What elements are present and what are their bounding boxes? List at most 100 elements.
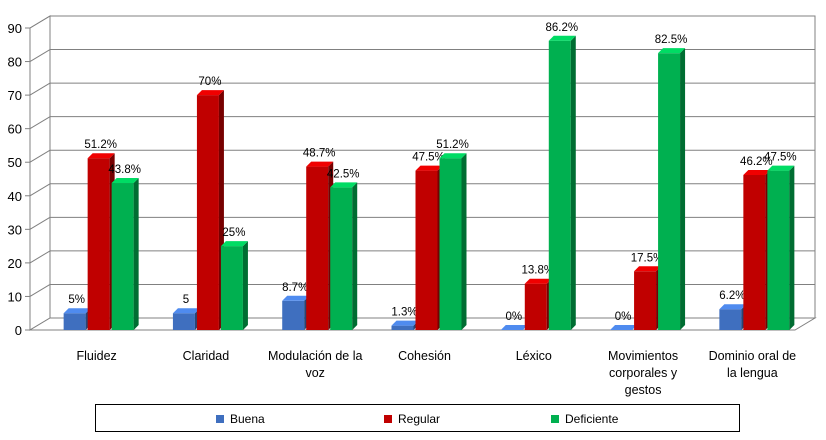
bar-top xyxy=(282,295,310,301)
bar-side xyxy=(789,165,795,330)
y-tick-label: 20 xyxy=(8,256,22,271)
bar xyxy=(743,174,766,330)
data-label: 51.2% xyxy=(436,139,469,151)
bar xyxy=(196,95,219,330)
data-label: 82.5% xyxy=(655,34,688,46)
bar xyxy=(306,166,329,330)
legend-item: Regular xyxy=(384,412,440,426)
bar-side xyxy=(133,178,139,330)
y-tick-label: 30 xyxy=(8,222,22,237)
x-category-label: Cohesión xyxy=(398,349,451,363)
gridline-side xyxy=(29,149,51,163)
bar-top xyxy=(658,48,686,54)
bar-top xyxy=(196,90,224,96)
gridline-side xyxy=(29,49,51,62)
y-tick-label: 70 xyxy=(8,88,22,103)
bar-top xyxy=(767,165,795,171)
x-category-label: Claridad xyxy=(182,349,230,363)
bar xyxy=(439,158,462,330)
bar-top xyxy=(610,325,638,330)
x-category-label: Movimientos corporales y gestos xyxy=(607,349,679,397)
data-label: 48.7% xyxy=(303,148,336,160)
bar xyxy=(330,187,353,330)
data-label: 47.5% xyxy=(412,152,445,164)
y-tick-label: 80 xyxy=(8,55,22,70)
bar xyxy=(767,170,790,330)
bar-top xyxy=(719,304,747,310)
bar xyxy=(87,158,110,330)
data-label: 0% xyxy=(505,311,522,323)
side-wall xyxy=(29,15,51,331)
legend-item: Deficiente xyxy=(551,412,618,426)
bar xyxy=(111,183,134,330)
data-label: 5% xyxy=(68,294,85,306)
bar-top xyxy=(415,165,443,171)
bar-top xyxy=(306,161,334,167)
bar xyxy=(172,313,195,330)
legend-label: Buena xyxy=(230,412,265,426)
data-label: 5 xyxy=(183,294,189,306)
gridline-side xyxy=(29,82,51,96)
legend: Buena Regular Deficiente xyxy=(95,404,740,432)
legend-swatch xyxy=(216,415,224,423)
x-category-label: Dominio oral de la lengua xyxy=(708,349,797,380)
data-label: 42.5% xyxy=(327,168,360,180)
bar-side xyxy=(570,35,576,331)
bar xyxy=(220,246,243,330)
y-tick-label: 90 xyxy=(8,21,22,36)
bar-top xyxy=(111,178,139,184)
bar-top xyxy=(63,308,91,314)
bar xyxy=(524,283,547,330)
x-category-label: Léxico xyxy=(515,349,552,363)
data-label: 47.5% xyxy=(764,152,797,164)
bar-top xyxy=(87,153,115,159)
y-tick-label: 50 xyxy=(8,155,22,170)
bar-side xyxy=(680,48,686,331)
data-label: 6.2% xyxy=(719,290,745,302)
y-tick-label: 60 xyxy=(8,122,22,137)
data-label: 86.2% xyxy=(545,22,578,34)
bar xyxy=(658,53,681,331)
bar xyxy=(634,271,657,330)
bar xyxy=(548,40,571,331)
gridline-side xyxy=(29,183,51,197)
data-label: 51.2% xyxy=(84,139,117,151)
data-label: 46.2% xyxy=(740,156,773,168)
gridline-side xyxy=(29,250,51,264)
gridline-side xyxy=(29,216,51,230)
data-label: 70% xyxy=(198,76,221,88)
data-label: 43.8% xyxy=(108,164,141,176)
bar xyxy=(63,313,86,330)
bar-side xyxy=(352,182,358,330)
bar-top xyxy=(330,182,358,188)
data-label: 8.7% xyxy=(282,282,308,294)
legend-swatch xyxy=(551,415,559,423)
data-label: 13.8% xyxy=(521,265,554,277)
bar xyxy=(391,325,414,330)
bar-top xyxy=(391,320,419,326)
legend-label: Regular xyxy=(398,412,441,426)
bar-top xyxy=(500,325,528,330)
bar-top xyxy=(743,169,771,175)
gridline-side xyxy=(29,284,51,297)
y-tick-label: 10 xyxy=(8,289,22,304)
bar-top xyxy=(439,153,467,159)
bar xyxy=(282,300,305,330)
data-label: 17.5% xyxy=(631,252,664,264)
bar xyxy=(415,170,438,330)
data-label: 1.3% xyxy=(391,307,417,319)
bar-top xyxy=(172,308,200,314)
bar-top xyxy=(634,266,662,272)
bar-side xyxy=(461,153,467,330)
gridline-side xyxy=(29,116,51,130)
bar-side xyxy=(242,241,248,330)
y-tick-label: 40 xyxy=(8,189,22,204)
gridline-side xyxy=(29,15,51,29)
data-label: 0% xyxy=(615,311,632,323)
bar-top xyxy=(524,278,552,284)
x-category-label: Fluidez xyxy=(76,349,117,363)
bar-top xyxy=(220,241,248,247)
y-tick-label: 0 xyxy=(15,323,22,338)
